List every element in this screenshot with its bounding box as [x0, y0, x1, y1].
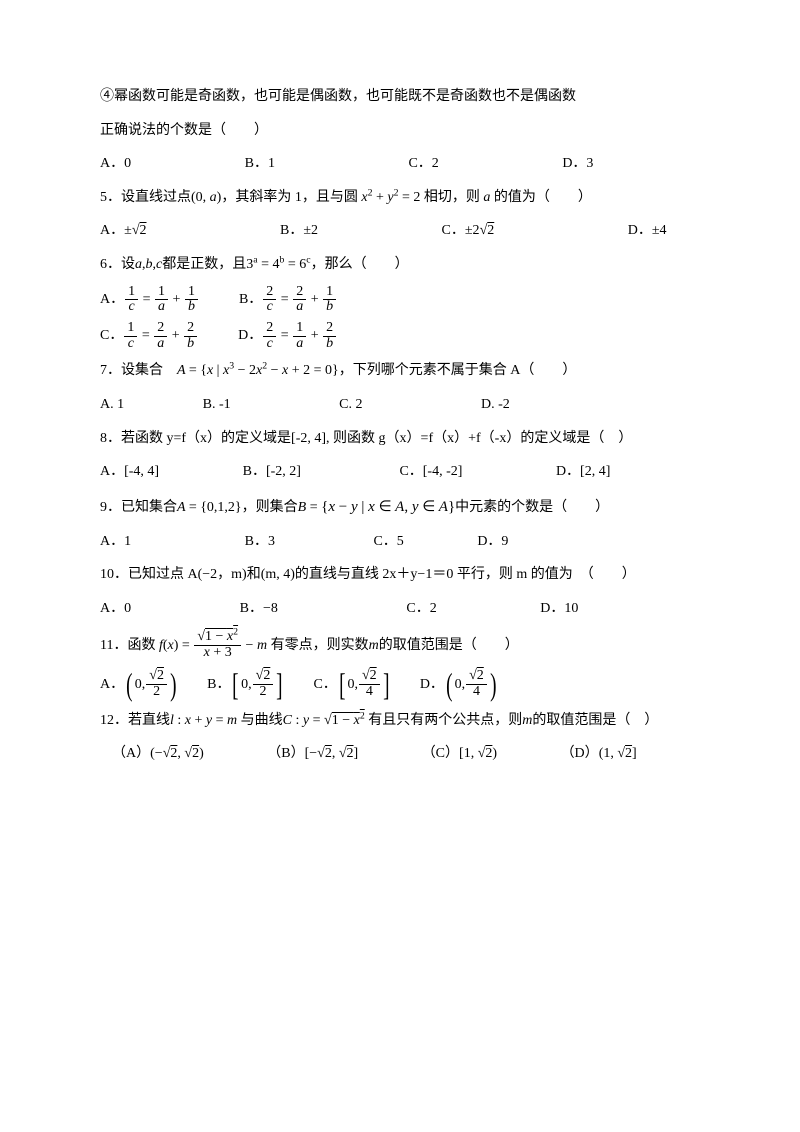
q7-optD: D. -2	[481, 397, 510, 412]
q12-post: 的取值范围是（ ）	[532, 713, 658, 728]
q4-optD: D．3	[562, 156, 593, 171]
q9-post: 中元素的个数是（ ）	[455, 500, 609, 515]
q6-post: ，那么（ ）	[311, 257, 409, 272]
q12-pre: 12．若直线	[100, 713, 170, 728]
q7-optC: C. 2	[339, 397, 362, 412]
q5-mid1: ，其斜率为 1，且与圆	[221, 190, 361, 205]
q8-optC: C．[-4, -2]	[399, 464, 462, 479]
q12-optC: （C）[1, √2)	[422, 746, 497, 761]
q6-mid1: 都是正数，且	[162, 257, 246, 272]
q11-pre: 11．函数	[100, 638, 155, 653]
q5-pre: 5．设直线过点	[100, 190, 191, 205]
q7-pre: 7．设集合	[100, 363, 177, 378]
q11-post: 的取值范围是（ ）	[379, 638, 519, 653]
q12-optA: （A）(−√2, √2)	[112, 746, 204, 761]
q9-setB-def: {x − y | x ∈ A, y ∈ A}	[321, 499, 455, 515]
q9-pre: 9．已知集合	[100, 500, 177, 515]
q6-optA: A． 1c = 1a + 1b	[100, 282, 199, 318]
q12-line-l: l : x + y = m	[170, 713, 237, 728]
q5-options: A．±√2 B．±2 C．±2√2 D．±4	[100, 214, 710, 248]
q6-abc: a,b,c	[135, 257, 162, 272]
q12-var-m: m	[522, 713, 532, 728]
q9-options: A．1 B．3 C．5 D．9	[100, 525, 710, 559]
q9-optC: C．5	[373, 534, 403, 549]
q8-optD: D．[2, 4]	[556, 464, 610, 479]
q7-post: ，下列哪个元素不属于集合 A（ ）	[339, 363, 577, 378]
q7-optB: B. -1	[203, 397, 231, 412]
q4-optC: C．2	[408, 156, 438, 171]
q5-mid2: 相切，则	[420, 190, 483, 205]
q9-optA: A．1	[100, 534, 131, 549]
q10-options: A．0 B．−8 C．2 D．10	[100, 592, 710, 626]
q5-optD: D．±4	[628, 223, 667, 238]
q6-pre: 6．设	[100, 257, 135, 272]
q11-func: f(x) =	[159, 638, 190, 653]
q7-stem: 7．设集合 A = {x | x3 − 2x2 − x + 2 = 0}，下列哪…	[100, 354, 710, 388]
q11-optD: D．(0,√24)	[420, 677, 499, 692]
q10-optD: D．10	[540, 601, 578, 616]
q9-setB: B =	[298, 500, 318, 515]
q11-mid: 有零点，则实数	[271, 638, 369, 653]
q4-statement4: ④幂函数可能是奇函数，也可能是偶函数，也可能既不是奇函数也不是偶函数	[100, 80, 710, 114]
q5-circle-eq: x2 + y2 = 2	[361, 190, 420, 205]
q6-optD: D． 2c = 1a + 2b	[238, 318, 337, 354]
q8-optB: B．[-2, 2]	[243, 464, 301, 479]
q12-optB: （B）[−√2, √2]	[267, 746, 358, 761]
q5-stem: 5．设直线过点(0, a)，其斜率为 1，且与圆 x2 + y2 = 2 相切，…	[100, 181, 710, 215]
q9-mid: ，则集合	[242, 500, 298, 515]
q5-optB: B．±2	[280, 223, 318, 238]
q11-optA: A．(0,√22)	[100, 677, 179, 692]
q12-optD: （D）(1, √2]	[561, 746, 637, 761]
q12-options: （A）(−√2, √2) （B）[−√2, √2] （C）[1, √2) （D）…	[100, 737, 710, 771]
q11-optC: C．[0,√24]	[313, 677, 391, 692]
q5-post: 的值为（ ）	[490, 190, 592, 205]
q6-options-row1: A． 1c = 1a + 1b B． 2c = 2a + 1b	[100, 282, 710, 318]
exam-page: ④幂函数可能是奇函数，也可能是偶函数，也可能既不是奇函数也不是偶函数 正确说法的…	[0, 0, 800, 831]
q9-setA: A = {0,1,2}	[177, 500, 242, 515]
q10-optB: B．−8	[240, 601, 278, 616]
q10-optC: C．2	[406, 601, 436, 616]
q6-stem: 6．设a,b,c都是正数，且3a = 4b = 6c，那么（ ）	[100, 248, 710, 282]
q5-optA: A．±√2	[100, 223, 147, 238]
q10-optA: A．0	[100, 601, 131, 616]
q5-optC: C．±2√2	[442, 223, 495, 238]
q4-optA: A．0	[100, 156, 131, 171]
q12-curve-c: C : y = √1 − x2	[283, 713, 365, 728]
q11-optB: B．[0,√22]	[207, 677, 285, 692]
q9-optD: D．9	[477, 534, 508, 549]
q6-eq: 3a = 4b = 6c	[246, 257, 310, 272]
q6-optB: B． 2c = 2a + 1b	[239, 282, 337, 318]
q12-stem: 12．若直线l : x + y = m 与曲线C : y = √1 − x2 有…	[100, 704, 710, 738]
q7-set: A = {x | x3 − 2x2 − x + 2 = 0}	[177, 363, 339, 378]
q6-options-row2: C． 1c = 2a + 2b D． 2c = 1a + 2b	[100, 318, 710, 354]
q9-optB: B．3	[245, 534, 275, 549]
q7-options: A. 1 B. -1 C. 2 D. -2	[100, 388, 710, 422]
q12-mid1: 与曲线	[237, 713, 283, 728]
q9-stem: 9．已知集合A = {0,1,2}，则集合B = {x − y | x ∈ A,…	[100, 489, 710, 525]
q5-point: (0, a)	[191, 190, 221, 205]
q6-optC: C． 1c = 2a + 2b	[100, 318, 198, 354]
q4-options: A．0 B．1 C．2 D．3	[100, 147, 710, 181]
q11-var-m: m	[369, 638, 379, 653]
q8-options: A．[-4, 4] B．[-2, 2] C．[-4, -2] D．[2, 4]	[100, 455, 710, 489]
q12-mid2: 有且只有两个公共点，则	[365, 713, 523, 728]
q11-options: A．(0,√22) B．[0,√22] C．[0,√24] D．(0,√24)	[100, 665, 710, 704]
q10-stem: 10．已知过点 A(−2，m)和(m, 4)的直线与直线 2x＋y−1＝0 平行…	[100, 558, 710, 592]
q8-optA: A．[-4, 4]	[100, 464, 159, 479]
q11-frac: √1 − x2x + 3	[194, 630, 241, 660]
q11-stem: 11．函数 f(x) = √1 − x2x + 3 − m 有零点，则实数m的取…	[100, 626, 710, 665]
q7-optA: A. 1	[100, 397, 124, 412]
q8-stem: 8．若函数 y=f（x）的定义域是[-2, 4], 则函数 g（x）=f（x）+…	[100, 422, 710, 456]
q4-optB: B．1	[245, 156, 275, 171]
q4-prompt: 正确说法的个数是（ ）	[100, 114, 710, 148]
q11-minus-m: − m	[246, 638, 268, 653]
